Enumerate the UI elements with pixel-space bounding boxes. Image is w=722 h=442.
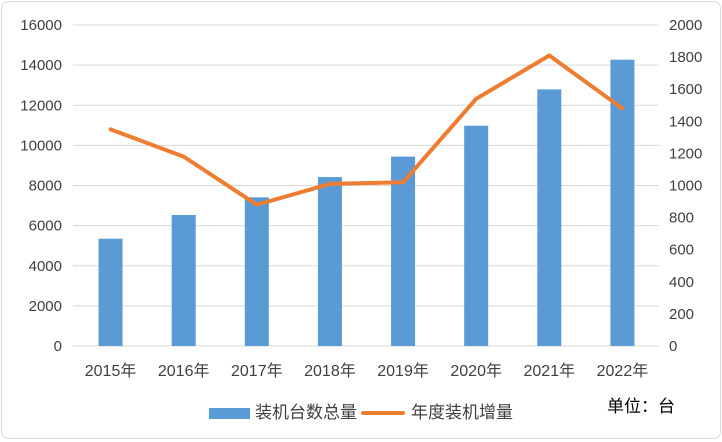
x-axis-label-2015年: 2015年 (85, 362, 137, 380)
right-axis-tick-label: 200 (669, 306, 694, 323)
bar-2019年 (391, 156, 416, 346)
bar-2017年 (244, 197, 269, 346)
x-axis-label-2017年: 2017年 (231, 362, 283, 380)
bar-2015年 (98, 238, 123, 346)
bar-2016年 (171, 214, 196, 346)
left-axis-tick-label: 4000 (29, 258, 62, 275)
bar-2018年 (317, 177, 342, 346)
bar-2020年 (464, 125, 489, 347)
legend-bar-swatch (209, 407, 250, 419)
left-axis-tick-label: 12000 (20, 97, 62, 114)
unit-label: 单位：台 (607, 397, 675, 416)
x-axis-label-2021年: 2021年 (524, 362, 576, 380)
left-axis-tick-label: 0 (54, 338, 62, 355)
right-axis-tick-label: 0 (669, 338, 677, 355)
bar-2021年 (537, 89, 562, 346)
line-series (108, 53, 625, 207)
left-axis-tick-label: 16000 (20, 17, 62, 34)
right-axis-tick-label: 800 (669, 210, 694, 227)
right-axis-tick-label: 600 (669, 242, 694, 259)
right-axis-tick-label: 1400 (669, 113, 702, 130)
chart-legend: 装机台数总量 年度装机增量 (2, 403, 720, 423)
x-axis-label-2020年: 2020年 (450, 362, 502, 380)
left-axis-tick-label: 2000 (29, 298, 62, 315)
x-axis-label-2018年: 2018年 (304, 362, 356, 380)
left-axis-tick-label: 6000 (29, 218, 62, 235)
right-axis-tick-label: 2000 (669, 17, 702, 34)
x-axis-label-2016年: 2016年 (158, 362, 210, 380)
right-axis-tick-label: 1000 (669, 178, 702, 195)
left-axis-tick-label: 8000 (29, 178, 62, 195)
right-axis-tick-label: 400 (669, 274, 694, 291)
right-axis-tick-label: 1800 (669, 49, 702, 66)
x-axis-label-2022年: 2022年 (597, 362, 649, 380)
legend-line-swatch (361, 411, 405, 415)
legend-label-bar-series: 装机台数总量 (255, 403, 357, 422)
x-axis-label-2019年: 2019年 (377, 362, 429, 380)
right-axis-tick-label: 1200 (669, 145, 702, 162)
left-axis-tick-label: 14000 (20, 57, 62, 74)
right-axis-tick-label: 1600 (669, 81, 702, 98)
left-axis-tick-label: 10000 (20, 137, 62, 154)
legend-label-line-series: 年度装机增量 (411, 403, 513, 422)
